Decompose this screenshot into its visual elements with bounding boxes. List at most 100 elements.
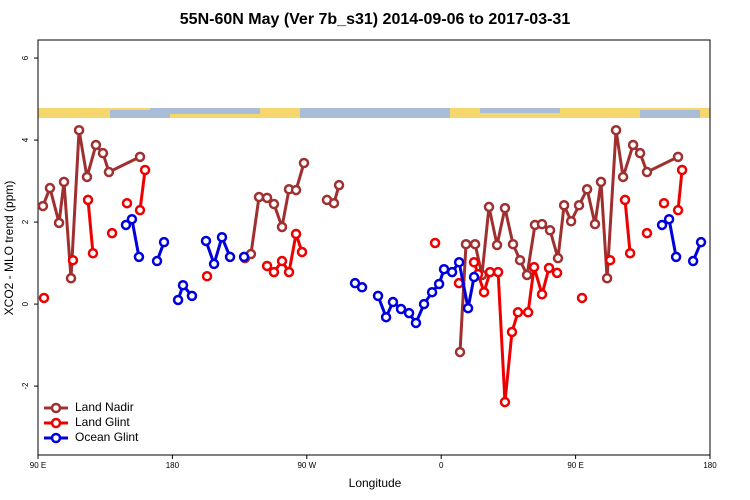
data-point	[536, 218, 548, 230]
y-tick-label: 4	[21, 137, 30, 142]
data-point	[506, 326, 518, 338]
data-point	[536, 288, 548, 300]
data-point	[438, 263, 450, 275]
data-point	[120, 219, 132, 231]
data-point	[576, 292, 588, 304]
data-point	[90, 139, 102, 151]
y-axis-label: XCO2 - MLO trend (ppm)	[2, 181, 16, 316]
data-point	[37, 200, 49, 212]
y-tick-label: 2	[21, 219, 30, 224]
data-point	[200, 235, 212, 247]
x-tick-label: 90 E	[30, 461, 46, 470]
data-point	[290, 228, 302, 240]
data-point	[65, 273, 77, 284]
data-point	[462, 302, 474, 314]
data-point	[410, 317, 422, 329]
y-tick-label: 0	[21, 301, 30, 306]
data-point	[641, 166, 653, 178]
data-point	[268, 266, 280, 278]
x-tick-label: 90 E	[567, 461, 583, 470]
series-line	[676, 169, 684, 211]
x-tick-label: 90 W	[297, 461, 316, 470]
series-line	[623, 199, 632, 254]
data-point	[283, 266, 295, 278]
data-point	[514, 254, 526, 266]
data-point	[672, 204, 684, 216]
data-point	[97, 147, 109, 159]
data-point	[478, 286, 490, 298]
plot-frame	[37, 39, 711, 456]
data-point	[67, 254, 79, 266]
data-point	[499, 202, 511, 214]
data-point	[103, 166, 115, 178]
x-tick-label: 180	[166, 461, 180, 470]
x-tick-label: 180	[703, 461, 717, 470]
data-point	[44, 182, 56, 194]
data-point	[395, 303, 407, 315]
data-point	[172, 294, 184, 306]
data-point	[290, 184, 302, 196]
data-point	[453, 257, 465, 268]
legend-label: Ocean Glint	[75, 430, 139, 444]
data-point	[372, 290, 384, 302]
data-point	[551, 267, 563, 279]
data-point	[224, 251, 236, 263]
data-point	[333, 179, 345, 191]
series-line	[458, 129, 679, 353]
data-point	[589, 218, 601, 230]
data-point	[380, 311, 392, 323]
data-point	[208, 258, 220, 270]
data-point	[601, 273, 613, 284]
data-point	[460, 238, 472, 250]
data-point	[676, 164, 688, 176]
data-point	[81, 171, 93, 183]
data-point	[627, 139, 639, 151]
data-point	[610, 124, 622, 136]
data-point	[134, 151, 146, 163]
data-point	[121, 197, 133, 209]
data-point	[469, 238, 481, 250]
series-line	[204, 232, 232, 269]
data-point	[82, 194, 94, 206]
data-point	[604, 254, 616, 266]
series-line	[266, 233, 304, 277]
data-point	[565, 216, 577, 227]
data-point	[491, 239, 503, 251]
land-ocean-strip	[38, 108, 710, 118]
data-point	[634, 147, 646, 159]
data-point	[328, 197, 340, 209]
data-point	[672, 151, 684, 163]
data-point	[558, 200, 570, 211]
series-line	[86, 199, 95, 254]
data-point	[695, 236, 707, 248]
series-line	[138, 169, 147, 211]
data-point	[73, 124, 85, 136]
data-point	[426, 286, 438, 298]
data-point	[544, 225, 556, 236]
data-point	[87, 247, 99, 259]
data-point	[573, 200, 585, 211]
data-point	[492, 266, 504, 278]
data-point	[38, 292, 50, 304]
data-point	[216, 231, 228, 243]
data-point	[499, 396, 511, 408]
data-point	[670, 251, 682, 263]
legend-marker	[50, 417, 62, 429]
legend-marker	[50, 432, 62, 444]
data-point	[658, 197, 670, 209]
data-point	[133, 251, 145, 263]
y-tick-label: -2	[21, 382, 30, 390]
data-point	[446, 266, 458, 278]
data-point	[663, 213, 675, 225]
data-point	[151, 255, 163, 267]
data-point	[106, 227, 118, 239]
data-point	[261, 260, 273, 272]
data-point	[387, 296, 399, 308]
y-tick-label: 6	[21, 55, 30, 60]
legend-label: Land Glint	[75, 415, 130, 429]
data-point	[581, 184, 593, 195]
data-point	[238, 251, 250, 263]
data-point	[268, 198, 280, 210]
data-point	[58, 176, 70, 188]
